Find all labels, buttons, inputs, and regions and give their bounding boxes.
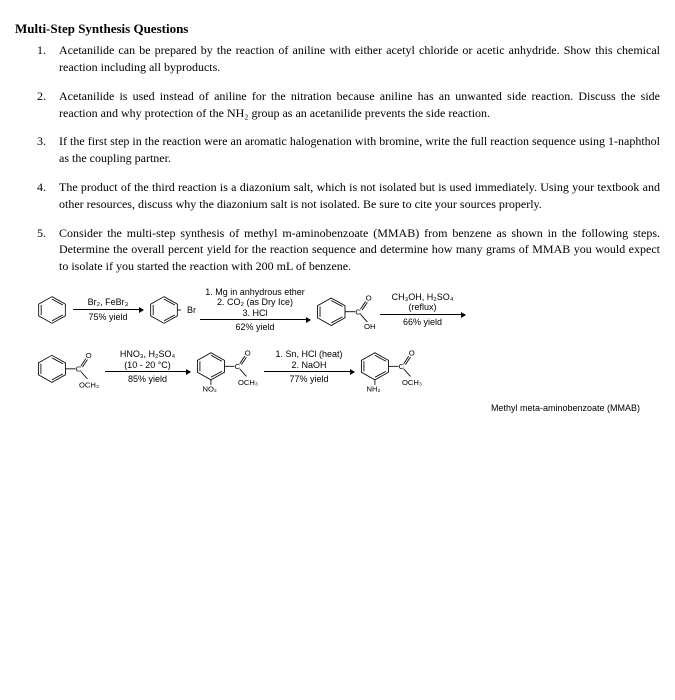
- nitro-ester-molecule: C O OCH₃ NO₂: [194, 344, 260, 392]
- yield-label: 62% yield: [235, 321, 274, 334]
- nitro-ester-icon: C O OCH₃ NO₂: [194, 344, 260, 392]
- mmab-molecule: C O OCH₃ NH₂: [358, 344, 424, 392]
- benzoic-acid-molecule: C O OH: [314, 289, 376, 331]
- mmab-icon: C O OCH₃ NH₂: [358, 344, 424, 392]
- page-title: Multi-Step Synthesis Questions: [15, 20, 660, 38]
- svg-text:OCH₃: OCH₃: [402, 378, 422, 387]
- benzene-icon: [35, 295, 69, 325]
- yield-label: 75% yield: [88, 311, 127, 324]
- question-number: 1.: [37, 42, 59, 76]
- svg-text:OH: OH: [364, 322, 376, 331]
- question-text: If the first step in the reaction were a…: [59, 133, 660, 167]
- product-caption: Methyl meta-aminobenzoate (MMAB): [35, 402, 640, 415]
- yield-label: 77% yield: [289, 373, 328, 386]
- question-2: 2. Acetanilide is used instead of anilin…: [15, 88, 660, 122]
- svg-text:OCH₃: OCH₃: [79, 380, 99, 389]
- reaction-arrow-1: Br₂, FeBr₃ 75% yield: [73, 297, 143, 323]
- reaction-arrow-2: 1. Mg in anhydrous ether 2. CO₂ (as Dry …: [200, 287, 310, 334]
- methyl-benzoate-molecule: C O OCH₃: [35, 346, 101, 390]
- reagent-label: 1. Sn, HCl (heat) 2. NaOH: [275, 349, 342, 370]
- reagent-label: Br₂, FeBr₃: [88, 297, 129, 307]
- svg-text:O: O: [245, 348, 251, 357]
- methyl-benzoate-icon: C O OCH₃: [35, 346, 101, 390]
- question-list: 1. Acetanilide can be prepared by the re…: [15, 42, 660, 275]
- question-text: The product of the third reaction is a d…: [59, 179, 660, 213]
- bromobenzene-molecule: Br: [147, 295, 196, 325]
- benzene-icon: [147, 295, 181, 325]
- reagent-label: 1. Mg in anhydrous ether 2. CO₂ (as Dry …: [205, 287, 305, 318]
- svg-text:NO₂: NO₂: [202, 384, 216, 391]
- question-5: 5. Consider the multi-step synthesis of …: [15, 225, 660, 275]
- question-text: Consider the multi-step synthesis of met…: [59, 225, 660, 275]
- reaction-arrow-4: HNO₃, H₂SO₄ (10 - 20 °C) 85% yield: [105, 349, 190, 385]
- svg-text:O: O: [409, 348, 415, 357]
- svg-text:OCH₃: OCH₃: [238, 378, 258, 387]
- question-number: 2.: [37, 88, 59, 122]
- br-label: Br: [187, 304, 196, 317]
- question-number: 4.: [37, 179, 59, 213]
- svg-text:O: O: [86, 350, 92, 359]
- question-text: Acetanilide is used instead of aniline f…: [59, 88, 660, 122]
- svg-text:NH₂: NH₂: [366, 384, 380, 391]
- reagent-label: HNO₃, H₂SO₄ (10 - 20 °C): [120, 349, 175, 370]
- synthesis-row-2: C O OCH₃ HNO₃, H₂SO₄ (10 - 20 °C) 85% yi…: [35, 344, 640, 392]
- reaction-arrow-5: 1. Sn, HCl (heat) 2. NaOH 77% yield: [264, 349, 354, 385]
- reagent-label: CH₃OH, H₂SO₄ (reflux): [392, 292, 454, 313]
- question-1: 1. Acetanilide can be prepared by the re…: [15, 42, 660, 76]
- synthesis-row-1: Br₂, FeBr₃ 75% yield Br 1. Mg in anhydro…: [35, 287, 640, 334]
- benzene-molecule: [35, 295, 69, 325]
- yield-label: 85% yield: [128, 373, 167, 386]
- benzoic-acid-icon: C O OH: [314, 289, 376, 331]
- question-number: 5.: [37, 225, 59, 275]
- question-number: 3.: [37, 133, 59, 167]
- svg-text:O: O: [366, 294, 372, 303]
- question-3: 3. If the first step in the reaction wer…: [15, 133, 660, 167]
- question-text: Acetanilide can be prepared by the react…: [59, 42, 660, 76]
- synthesis-scheme: Br₂, FeBr₃ 75% yield Br 1. Mg in anhydro…: [15, 287, 660, 414]
- question-4: 4. The product of the third reaction is …: [15, 179, 660, 213]
- reaction-arrow-3: CH₃OH, H₂SO₄ (reflux) 66% yield: [380, 292, 465, 328]
- yield-label: 66% yield: [403, 316, 442, 329]
